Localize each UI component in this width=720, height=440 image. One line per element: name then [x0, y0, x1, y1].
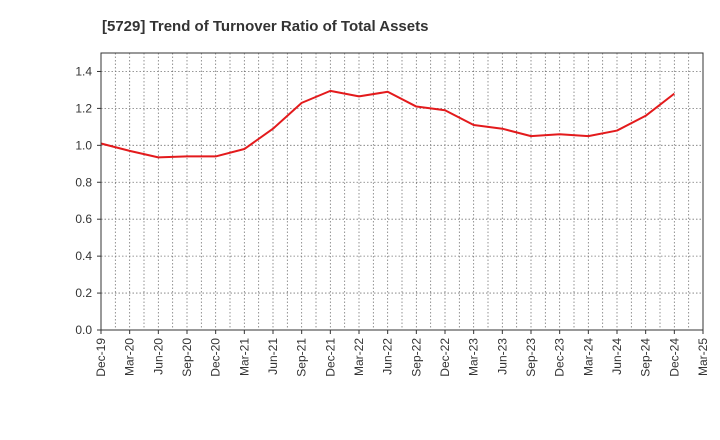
plot-area-frame: [100, 52, 704, 331]
data-point: [328, 89, 332, 93]
x-tick-label: Mar-22: [352, 338, 366, 376]
data-point: [586, 134, 590, 138]
data-point: [558, 132, 562, 136]
data-point: [300, 101, 304, 105]
y-axis-ticks: 0.0 0.2 0.4 0.6 0.8 1.0 1.2 1.4: [75, 64, 101, 337]
data-point: [271, 127, 275, 131]
x-tick-label: Mar-24: [581, 338, 595, 376]
x-tick-label: Sep-21: [295, 338, 309, 377]
data-point: [357, 94, 361, 98]
y-tick-label: 1.2: [75, 101, 92, 115]
x-tick-label: Jun-22: [381, 338, 395, 375]
series-line: [100, 89, 675, 159]
y-tick-label: 0.4: [75, 249, 92, 263]
data-point: [185, 154, 189, 158]
grid: [101, 53, 703, 330]
chart-title: [5729] Trend of Turnover Ratio of Total …: [102, 18, 428, 35]
data-point: [443, 108, 447, 112]
data-point: [214, 154, 218, 158]
x-tick-label: Mar-25: [696, 338, 710, 376]
x-tick-label: Mar-21: [237, 338, 251, 376]
x-tick-label: Sep-20: [180, 338, 194, 377]
data-point: [242, 147, 246, 151]
data-point: [672, 92, 676, 96]
x-tick-label: Mar-23: [467, 338, 481, 376]
x-tick-label: Sep-22: [409, 338, 423, 377]
x-tick-label: Jun-20: [151, 338, 165, 375]
x-tick-label: Mar-20: [123, 338, 137, 376]
data-point: [156, 155, 160, 159]
y-tick-label: 0.6: [75, 212, 92, 226]
x-tick-label: Dec-19: [94, 338, 108, 377]
x-tick-label: Jun-23: [495, 338, 509, 375]
x-tick-label: Dec-20: [209, 338, 223, 377]
y-tick-label: 1.4: [75, 64, 92, 78]
data-point: [386, 90, 390, 94]
x-tick-label: Dec-23: [553, 338, 567, 377]
y-tick-label: 0.0: [75, 323, 92, 337]
data-point: [500, 127, 504, 131]
data-point: [472, 123, 476, 127]
data-point: [529, 134, 533, 138]
x-tick-label: Jun-21: [266, 338, 280, 375]
x-tick-label: Dec-21: [323, 338, 337, 377]
x-tick-label: Sep-24: [639, 338, 653, 377]
y-tick-label: 0.8: [75, 175, 92, 189]
x-axis-ticks: Dec-19 Mar-20 Jun-20 Sep-20 Dec-20 Mar-21 Jun-…: [94, 330, 710, 377]
data-point: [644, 114, 648, 118]
data-point: [128, 149, 132, 153]
y-tick-label: 1.0: [75, 138, 92, 152]
x-tick-label: Jun-24: [610, 338, 624, 375]
data-point: [414, 105, 418, 109]
x-tick-label: Dec-22: [438, 338, 452, 377]
y-tick-label: 0.2: [75, 286, 92, 300]
x-tick-label: Sep-23: [524, 338, 538, 377]
data-point: [615, 129, 619, 133]
series-layer: [100, 89, 676, 159]
x-tick-label: Dec-24: [667, 338, 681, 377]
